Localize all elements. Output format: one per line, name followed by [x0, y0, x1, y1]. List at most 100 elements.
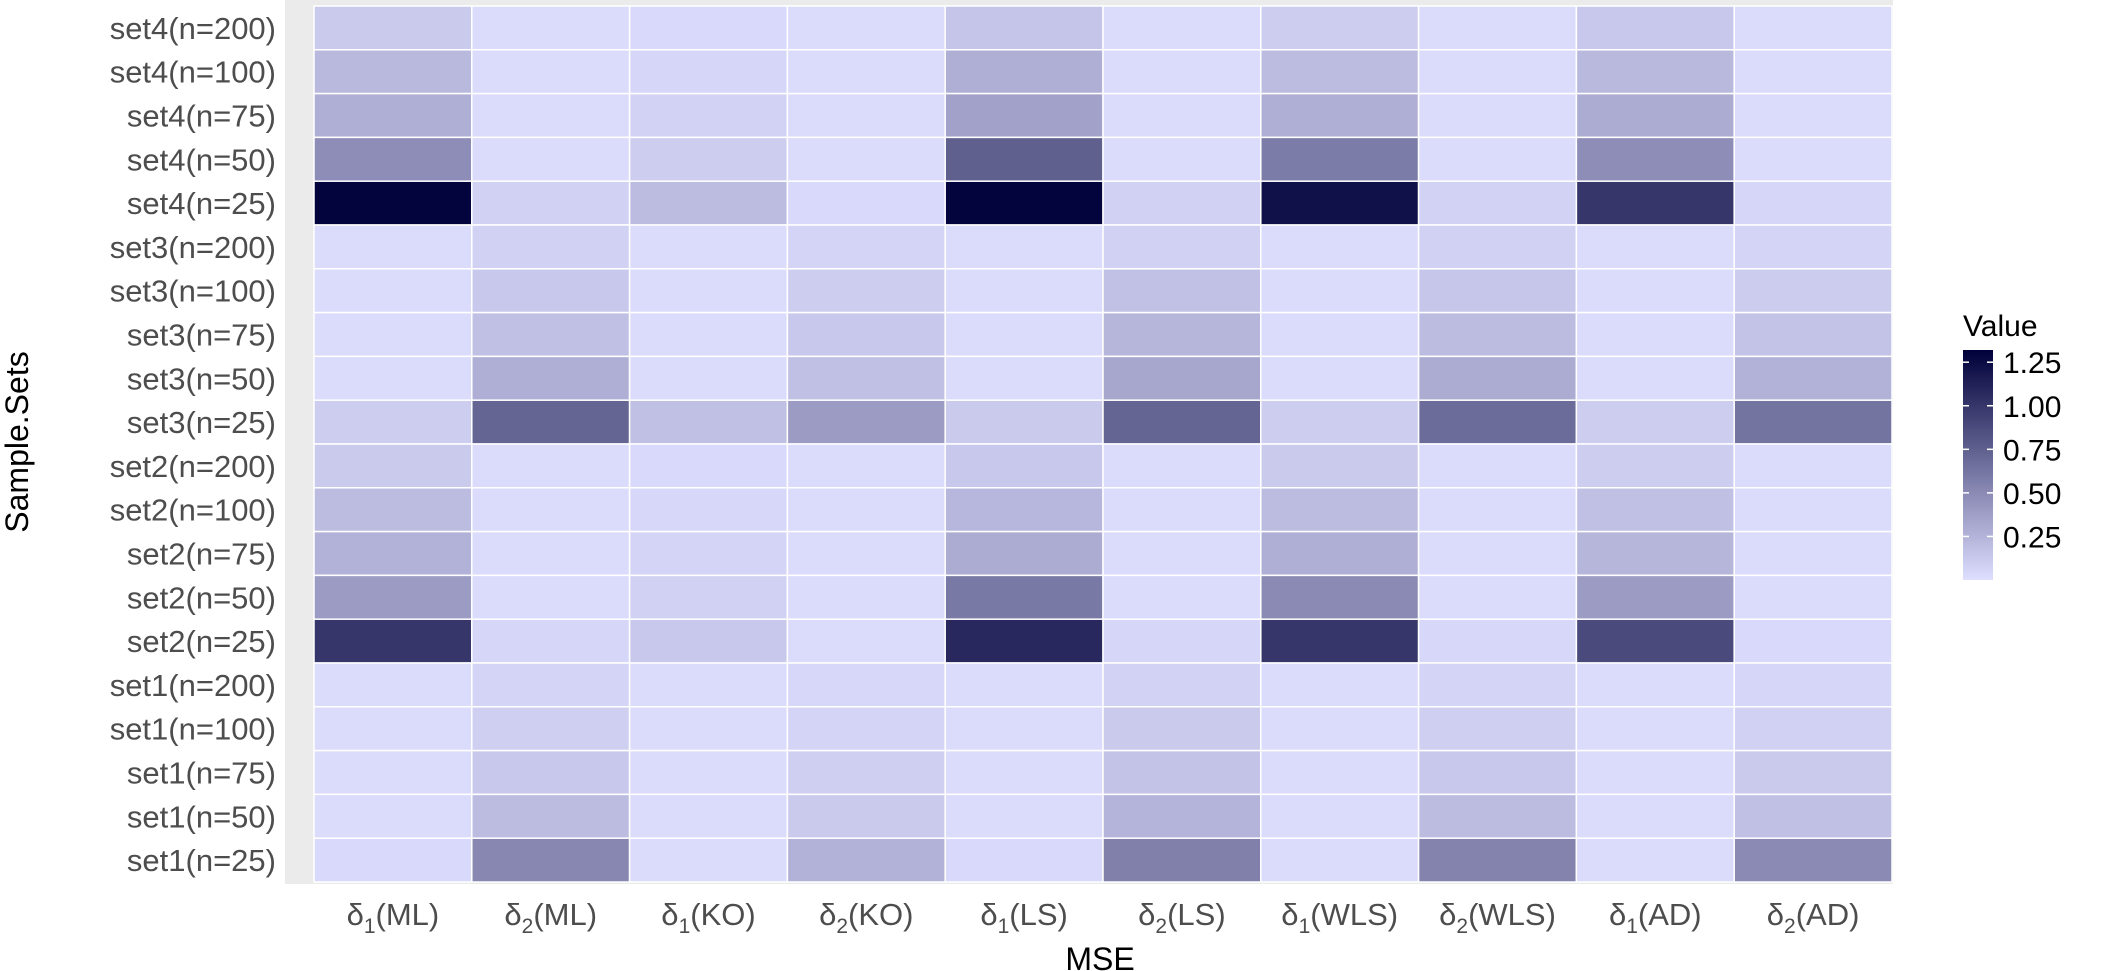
heatmap-cell: [786, 837, 946, 883]
heatmap-cell: [1733, 706, 1893, 752]
heatmap-cell: [628, 49, 789, 95]
heatmap-cell: [1575, 224, 1735, 270]
heatmap-cell: [1102, 706, 1262, 752]
heatmap-cell: [1102, 793, 1262, 839]
heatmap-cell: [944, 443, 1104, 489]
heatmap-cell: [313, 530, 473, 577]
heatmap-cell: [1102, 49, 1262, 95]
heatmap-cell: [313, 793, 473, 839]
heatmap-cell: [944, 837, 1104, 883]
heatmap-cell: [1102, 574, 1262, 620]
y-tick-label: set4(n=50): [127, 142, 276, 177]
heatmap-cell: [628, 5, 789, 51]
heatmap-cell: [786, 49, 946, 95]
legend-tick-label: 1.25: [2003, 347, 2061, 380]
heatmap-cell: [313, 706, 473, 752]
heatmap-cells: [313, 5, 1893, 883]
y-tick-label: set2(n=100): [110, 493, 276, 528]
heatmap-cell: [1733, 224, 1893, 270]
heatmap-cell: [628, 662, 789, 708]
heatmap-cell: [1417, 49, 1578, 95]
heatmap-cell: [313, 180, 473, 226]
heatmap-cell: [1575, 180, 1735, 226]
heatmap-cell: [313, 311, 473, 358]
heatmap-cell: [1260, 355, 1420, 401]
legend-colorbar: [1963, 350, 1993, 580]
heatmap-cell: [1575, 136, 1735, 182]
heatmap-cell: [1260, 749, 1420, 796]
heatmap-cell: [471, 92, 631, 139]
heatmap-cell: [471, 136, 631, 182]
heatmap-cell: [786, 487, 946, 533]
heatmap-cell: [1733, 487, 1893, 533]
heatmap-cell: [1575, 837, 1735, 883]
y-tick-label: set3(n=50): [127, 361, 276, 396]
heatmap-cell: [1575, 399, 1735, 445]
heatmap-cell: [944, 749, 1104, 796]
heatmap-cell: [471, 180, 631, 226]
heatmap-cell: [1102, 180, 1262, 226]
heatmap-cell: [313, 618, 473, 664]
y-tick-label: set3(n=200): [110, 230, 276, 265]
heatmap-cell: [1260, 487, 1420, 533]
heatmap-cell: [1733, 49, 1893, 95]
heatmap-cell: [1417, 399, 1578, 445]
y-tick-label: set3(n=75): [127, 318, 276, 353]
heatmap-cell: [944, 618, 1104, 664]
x-tick-label: δ2(KO): [819, 897, 913, 938]
heatmap-cell: [1575, 49, 1735, 95]
heatmap-cell: [1417, 136, 1578, 182]
heatmap-cell: [1417, 837, 1578, 883]
heatmap-cell: [313, 92, 473, 139]
x-tick-label: δ1(AD): [1609, 897, 1702, 938]
heatmap-cell: [786, 5, 946, 51]
y-tick-label: set4(n=25): [127, 186, 276, 221]
heatmap-cell: [786, 180, 946, 226]
color-legend: Value 1.25 1.00 0.75 0.50 0.25: [1963, 310, 2061, 580]
heatmap-cell: [786, 399, 946, 445]
y-tick-label: set2(n=50): [127, 580, 276, 615]
heatmap-cell: [1260, 574, 1420, 620]
legend-tick-label: 0.75: [2003, 434, 2061, 467]
heatmap-cell: [944, 399, 1104, 445]
heatmap-cell: [944, 662, 1104, 708]
y-tick-label: set3(n=25): [127, 405, 276, 440]
y-tick-label: set1(n=100): [110, 712, 276, 747]
y-tick-label: set1(n=50): [127, 799, 276, 834]
heatmap-cell: [1733, 136, 1893, 182]
heatmap-cell: [1733, 530, 1893, 577]
x-tick-label: δ1(WLS): [1281, 897, 1398, 938]
heatmap-cell: [1733, 662, 1893, 708]
heatmap-cell: [786, 268, 946, 314]
heatmap-cell: [471, 706, 631, 752]
x-tick-label: δ1(ML): [347, 897, 440, 938]
heatmap-cell: [1575, 311, 1735, 358]
heatmap-cell: [628, 311, 789, 358]
heatmap-cell: [628, 399, 789, 445]
heatmap-cell: [471, 837, 631, 883]
heatmap-cell: [786, 224, 946, 270]
heatmap-cell: [1260, 793, 1420, 839]
y-tick-label: set1(n=200): [110, 668, 276, 703]
y-tick-label: set2(n=75): [127, 537, 276, 572]
heatmap-cell: [1733, 311, 1893, 358]
heatmap-cell: [628, 443, 789, 489]
heatmap-cell: [313, 749, 473, 796]
heatmap-cell: [1733, 268, 1893, 314]
heatmap-cell: [313, 574, 473, 620]
heatmap-cell: [944, 92, 1104, 139]
heatmap-cell: [628, 706, 789, 752]
heatmap-cell: [1733, 355, 1893, 401]
heatmap-cell: [1733, 749, 1893, 796]
heatmap-cell: [1733, 180, 1893, 226]
heatmap-cell: [628, 749, 789, 796]
heatmap-cell: [1260, 180, 1420, 226]
heatmap-cell: [471, 224, 631, 270]
heatmap-cell: [1417, 355, 1578, 401]
heatmap-cell: [471, 268, 631, 314]
heatmap-cell: [471, 355, 631, 401]
x-tick-label: δ2(ML): [504, 897, 597, 938]
heatmap-cell: [628, 837, 789, 883]
heatmap-cell: [786, 618, 946, 664]
